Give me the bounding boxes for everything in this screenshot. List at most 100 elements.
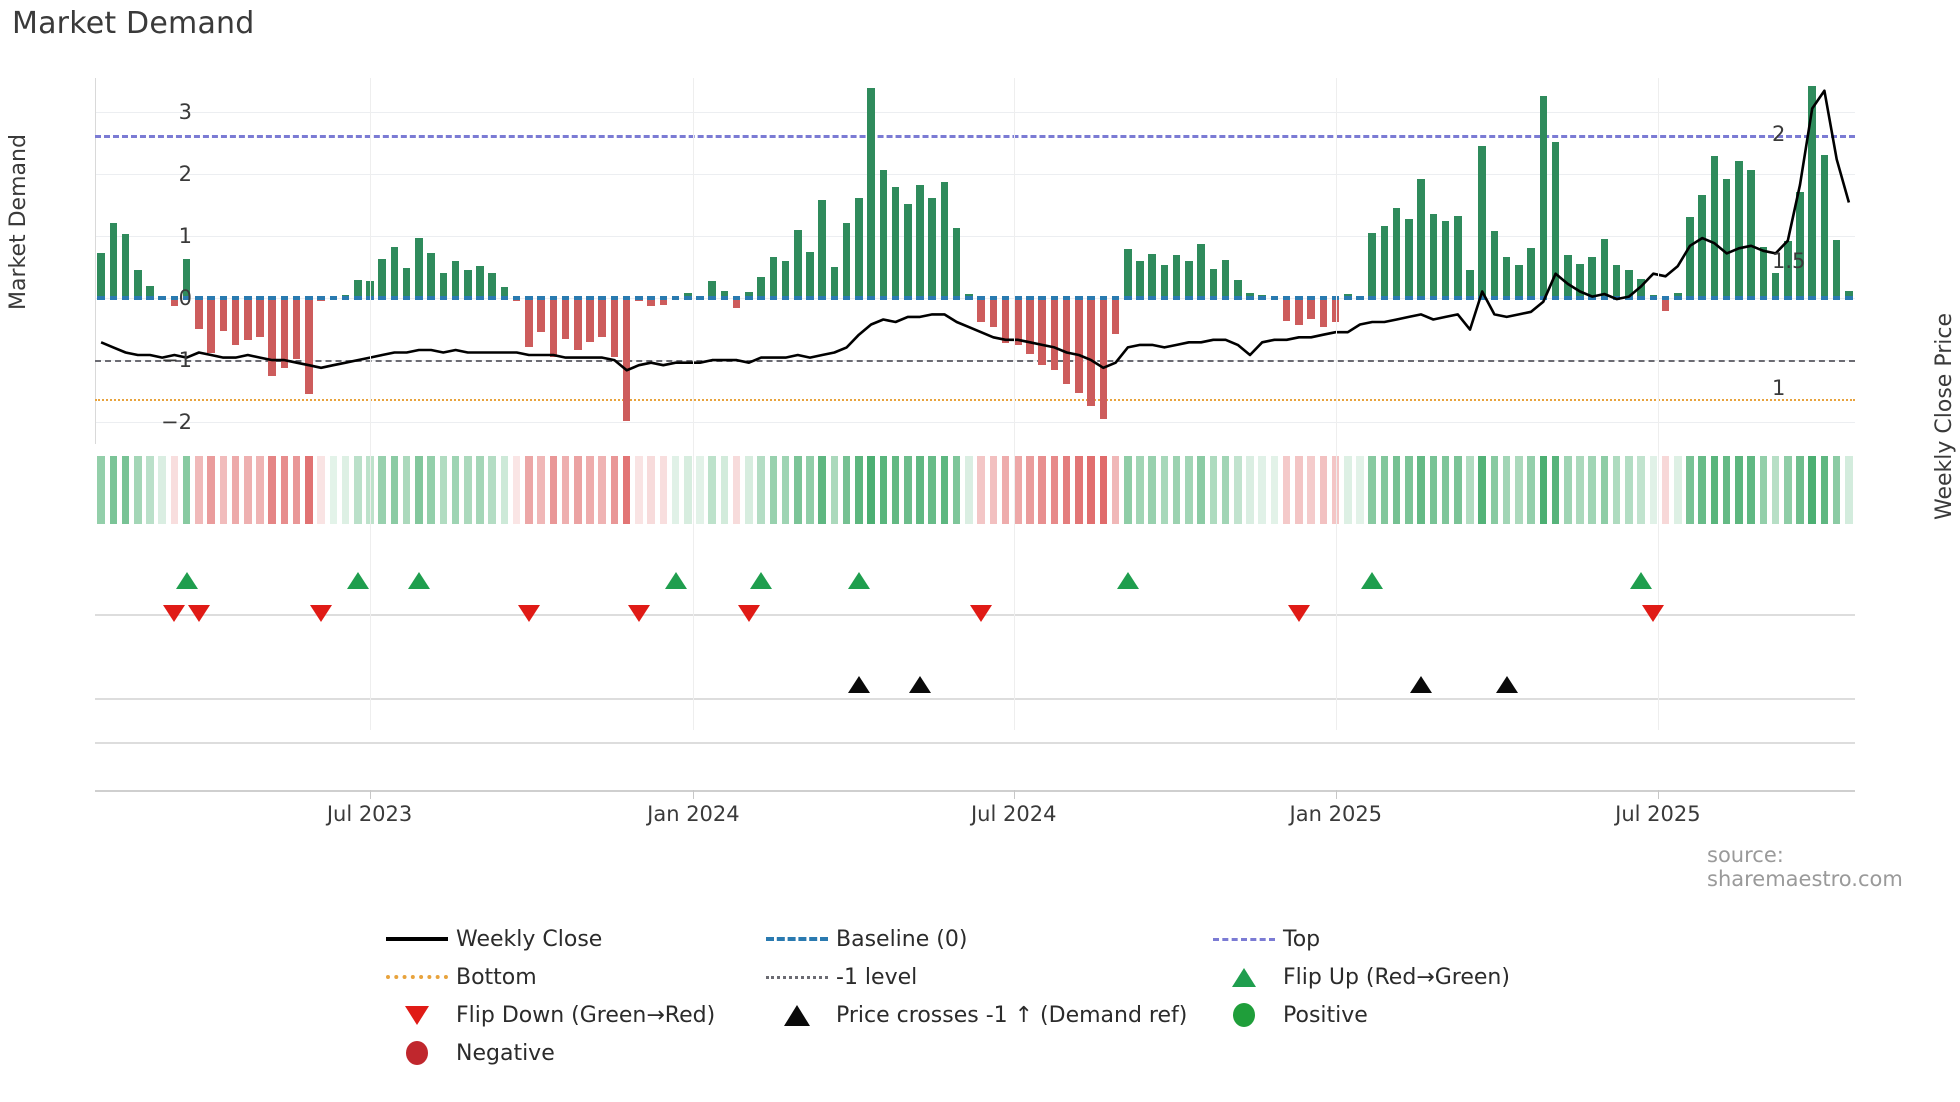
bar (1783, 240, 1792, 299)
baseline-tick (1625, 296, 1633, 301)
heatmap-cell (659, 456, 668, 524)
baseline-tick (586, 296, 594, 301)
bar (952, 227, 961, 299)
heatmap-cell (1221, 456, 1230, 524)
x-gridline (1657, 78, 1659, 730)
baseline-tick (268, 296, 276, 301)
flip-up-marker (1361, 572, 1384, 589)
baseline-tick (952, 296, 961, 301)
baseline-tick (378, 296, 386, 301)
x-axis-tick-mark (1013, 790, 1015, 799)
bar (1148, 254, 1156, 299)
legend-label: Negative (456, 1040, 555, 1066)
baseline-tick (170, 296, 179, 301)
bar (708, 281, 716, 299)
heatmap-cell (1209, 456, 1218, 524)
heatmap-cell (121, 456, 130, 524)
baseline-tick (1172, 296, 1181, 301)
x-axis-tick-label: Jul 2025 (1615, 802, 1701, 826)
heatmap-cell (1233, 456, 1242, 524)
bar (1637, 278, 1645, 299)
y-axis-tick: 1 (178, 224, 192, 249)
bar (1429, 213, 1438, 299)
bar (1453, 215, 1462, 299)
baseline-tick (818, 296, 826, 301)
baseline-tick (1735, 296, 1743, 301)
x-gridline (369, 78, 371, 730)
bar (1233, 279, 1242, 299)
gridline (95, 422, 1855, 424)
triangle-down-red-icon (378, 1005, 456, 1025)
bar (769, 256, 778, 299)
bar (683, 292, 692, 299)
bar (879, 170, 888, 299)
legend-item-price-cross: Price crosses -1 ↑ (Demand ref) (758, 996, 1205, 1034)
y-axis-tick: 2 (178, 162, 192, 187)
heatmap-cell (806, 456, 814, 524)
gridline (95, 112, 1855, 114)
heatmap-cell (1429, 456, 1438, 524)
baseline-tick (671, 296, 680, 301)
heatmap-cell (1185, 456, 1193, 524)
heatmap-cell (696, 456, 704, 524)
bar (940, 181, 949, 299)
heatmap-cell (1490, 456, 1499, 524)
heatmap-cell (1331, 456, 1340, 524)
bar (1710, 155, 1719, 299)
legend-item-flip-down: Flip Down (Green→Red) (378, 996, 758, 1034)
legend-label: Positive (1283, 1002, 1368, 1028)
bar (488, 273, 496, 299)
baseline-tick (1197, 296, 1205, 301)
y-axis-spine (95, 78, 96, 444)
flip-up-marker (407, 572, 430, 589)
baseline-tick (891, 296, 900, 301)
heatmap-cell (158, 456, 166, 524)
heatmap-cell (610, 456, 619, 524)
x-gridline (1013, 78, 1015, 730)
heatmap-cell (1319, 456, 1328, 524)
baseline-tick (195, 296, 203, 301)
heatmap-cell (793, 456, 802, 524)
triangle-up-green-icon (1205, 967, 1283, 987)
baseline-tick (207, 296, 215, 301)
bar (732, 298, 741, 309)
baseline-tick (1515, 296, 1523, 301)
flip-down-marker (1287, 605, 1310, 622)
baseline-tick (647, 296, 655, 301)
bar (537, 298, 545, 333)
heatmap-cell (1735, 456, 1743, 524)
heatmap-cell (488, 456, 496, 524)
heatmap-cell (1270, 456, 1279, 524)
heatmap-cell (842, 456, 851, 524)
x-axis-tick-label: Jan 2025 (1289, 802, 1383, 826)
bar (1466, 269, 1474, 299)
bar (427, 252, 435, 299)
baseline-tick (500, 296, 509, 301)
heatmap-cell (928, 456, 936, 524)
heatmap-cell (1527, 456, 1535, 524)
heatmap-cell (1637, 456, 1645, 524)
reference-line-top (95, 135, 1855, 139)
heatmap-cell (1661, 456, 1670, 524)
baseline-tick (109, 296, 118, 301)
bar (219, 298, 228, 332)
heatmap-cell (769, 456, 778, 524)
baseline-tick (1453, 296, 1462, 301)
legend-label: Bottom (456, 964, 537, 990)
legend-item-flip-up: Flip Up (Red→Green) (1205, 958, 1510, 996)
heatmap-cell (1099, 456, 1108, 524)
bar (891, 186, 900, 299)
legend-label: Weekly Close (456, 926, 603, 952)
bar (1405, 219, 1413, 299)
bar (1441, 221, 1450, 299)
heatmap-cell (635, 456, 643, 524)
baseline-tick (305, 296, 313, 301)
baseline-tick (1392, 296, 1401, 301)
baseline-tick (1062, 296, 1071, 301)
bar (757, 276, 765, 299)
baseline-tick (1307, 296, 1315, 301)
heatmap-cell (1136, 456, 1144, 524)
heatmap-cell (1282, 456, 1291, 524)
baseline-tick (855, 296, 863, 301)
baseline-tick (525, 296, 533, 301)
